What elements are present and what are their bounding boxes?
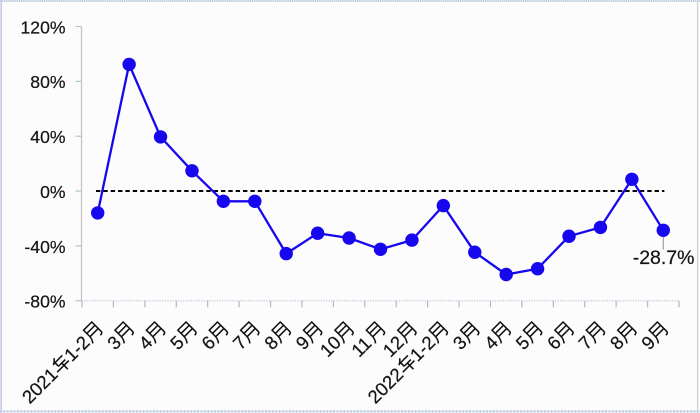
svg-text:0%: 0% <box>40 182 66 202</box>
svg-text:80%: 80% <box>30 72 66 92</box>
svg-text:-40%: -40% <box>24 237 65 257</box>
svg-text:40%: 40% <box>30 127 66 147</box>
svg-text:120%: 120% <box>21 17 66 37</box>
svg-text:-80%: -80% <box>24 292 65 312</box>
svg-text:-28.7%: -28.7% <box>633 247 695 269</box>
